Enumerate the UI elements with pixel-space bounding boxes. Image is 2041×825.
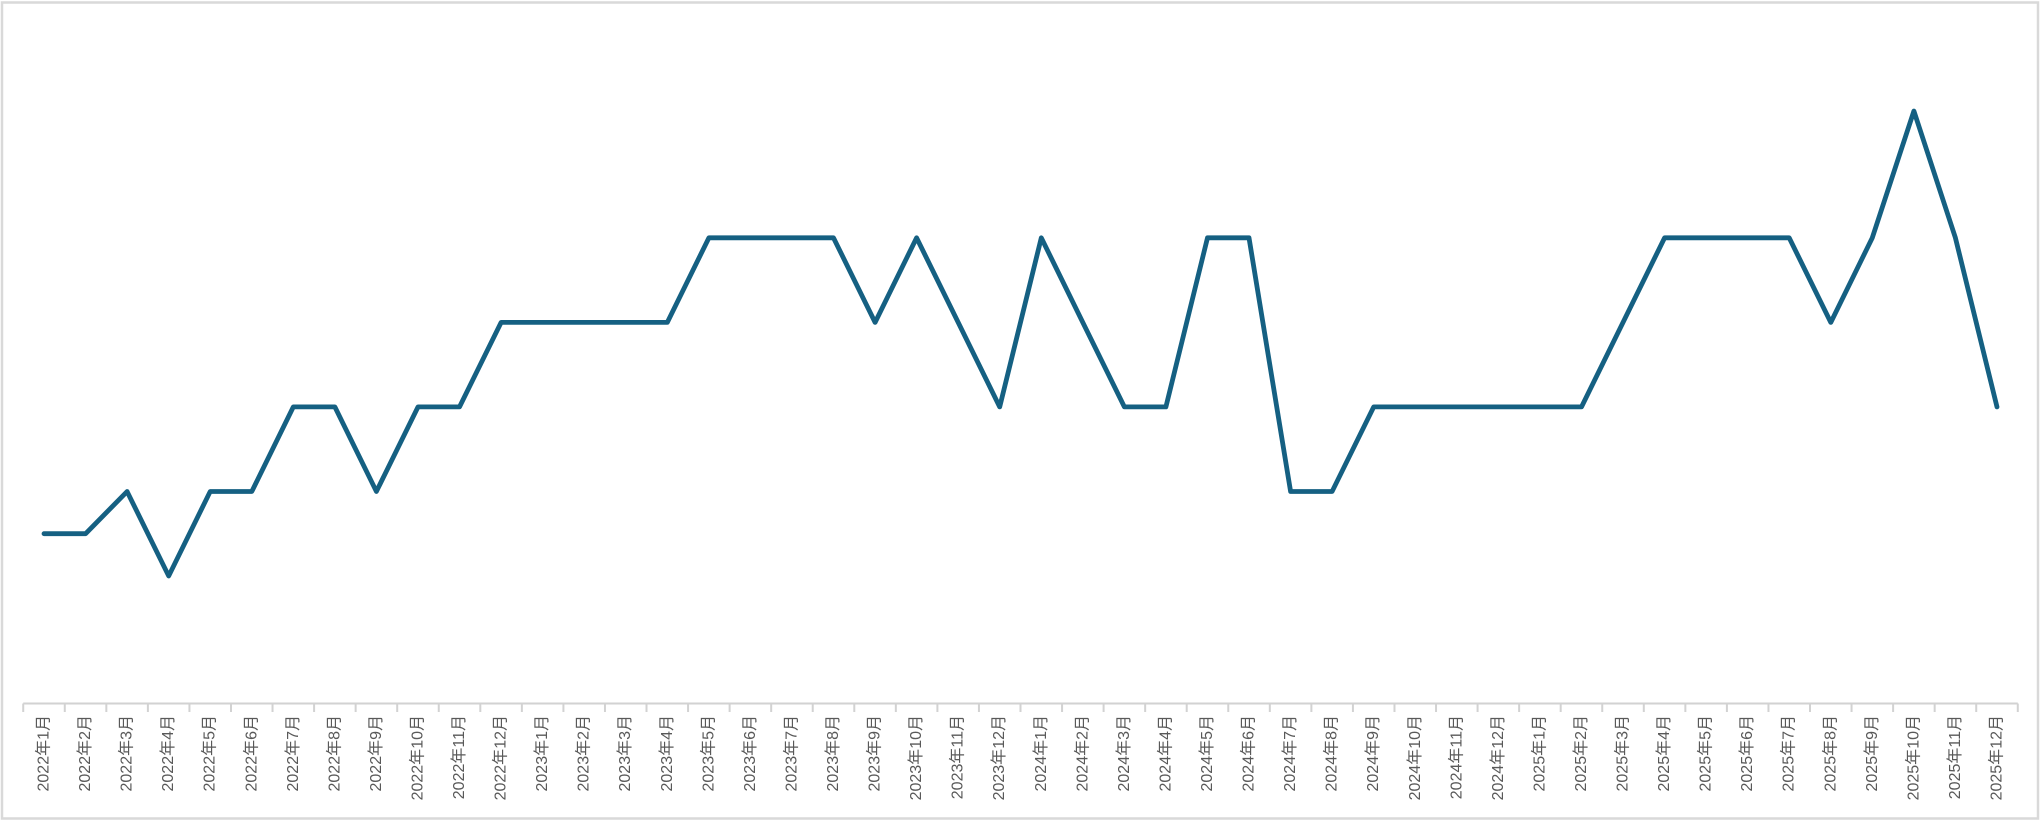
x-tick-label: 2023年11月 [949, 715, 967, 799]
x-tick-label: 2022年11月 [450, 715, 468, 799]
x-axis-labels: 2022年1月 2022年2月 2022年3月 2022年4月 2022年5月 2022年… [35, 715, 2006, 800]
x-tick-label: 2023年8月 [824, 715, 842, 792]
x-tick-label: 2025年10月 [1904, 715, 1922, 800]
x-tick-label: 2022年1月 [35, 715, 53, 792]
x-tick-label: 2025年3月 [1614, 715, 1632, 792]
x-tick-label: 2024年9月 [1364, 715, 1382, 792]
x-tick-label: 2022年4月 [159, 715, 177, 792]
x-tick-label: 2023年2月 [575, 715, 593, 792]
x-tick-label: 2023年9月 [866, 715, 884, 792]
x-tick-label: 2025年5月 [1697, 715, 1715, 792]
x-tick-label: 2023年6月 [741, 715, 759, 792]
x-tick-label: 2024年4月 [1156, 715, 1174, 792]
x-tick-label: 2022年5月 [201, 715, 219, 792]
x-tick-label: 2024年6月 [1240, 715, 1258, 792]
data-series-line [41, 108, 2000, 579]
x-tick-label: 2024年12月 [1489, 715, 1507, 800]
x-tick-label: 2023年7月 [782, 715, 800, 792]
x-tick-label: 2024年2月 [1073, 715, 1091, 792]
x-tick-label: 2024年3月 [1115, 715, 1133, 792]
x-tick-label: 2024年7月 [1281, 715, 1299, 792]
x-tick-label: 2024年11月 [1447, 715, 1465, 799]
x-tick-label: 2024年1月 [1032, 715, 1050, 792]
x-tick-label: 2025年2月 [1572, 715, 1590, 792]
x-tick-label: 2025年1月 [1530, 715, 1548, 792]
x-axis-ticks [22, 703, 2019, 712]
x-tick-label: 2022年2月 [76, 715, 94, 792]
x-tick-label: 2023年4月 [658, 715, 676, 792]
x-tick-label: 2022年8月 [325, 715, 343, 792]
x-tick-label: 2022年6月 [242, 715, 260, 792]
x-tick-label: 2022年3月 [118, 715, 136, 792]
x-tick-label: 2023年10月 [907, 715, 925, 800]
x-tick-label: 2025年8月 [1821, 715, 1839, 792]
x-tick-label: 2025年11月 [1946, 715, 1964, 799]
x-tick-label: 2023年1月 [533, 715, 551, 792]
x-tick-label: 2024年5月 [1198, 715, 1216, 792]
x-tick-label: 2025年6月 [1738, 715, 1756, 792]
x-tick-label: 2023年3月 [616, 715, 634, 792]
x-tick-label: 2022年7月 [284, 715, 302, 792]
x-tick-label: 2022年10月 [408, 715, 426, 800]
x-tick-label: 2025年12月 [1988, 715, 2006, 800]
x-tick-label: 2025年9月 [1863, 715, 1881, 792]
x-tick-label: 2025年4月 [1655, 715, 1673, 792]
x-tick-label: 2024年8月 [1323, 715, 1341, 792]
x-tick-label: 2023年12月 [990, 715, 1008, 800]
x-tick-label: 2024年10月 [1406, 715, 1424, 800]
x-tick-label: 2022年9月 [367, 715, 385, 792]
x-tick-label: 2023年5月 [699, 715, 717, 792]
x-tick-label: 2025年7月 [1780, 715, 1798, 792]
x-tick-label: 2022年12月 [492, 715, 510, 800]
